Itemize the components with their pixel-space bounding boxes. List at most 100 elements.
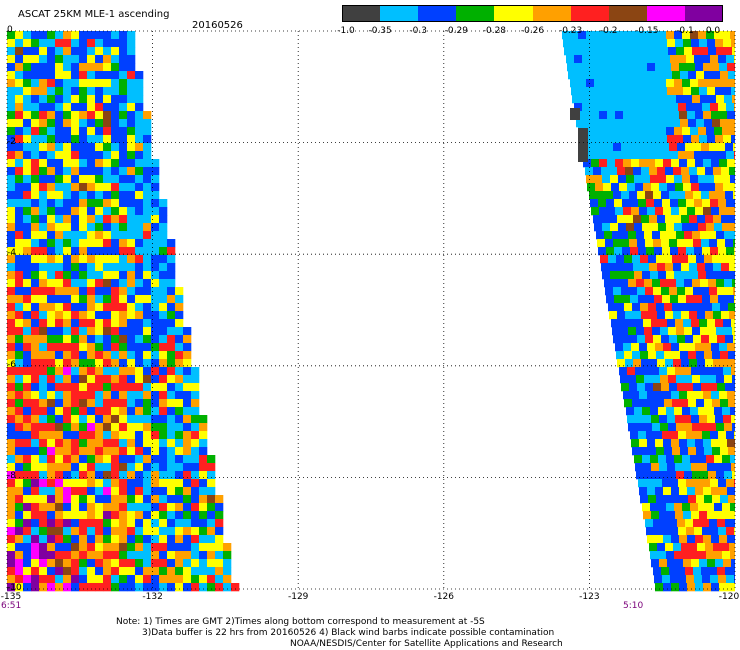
swath-cell <box>671 535 680 544</box>
swath-cell <box>71 239 80 248</box>
swath-cell <box>610 271 619 280</box>
swath-cell <box>151 207 160 216</box>
swath-cell <box>643 319 652 328</box>
swath-cell <box>47 319 56 328</box>
swath-cell <box>728 303 735 312</box>
swath-cell <box>703 63 712 72</box>
swath-cell <box>87 111 96 120</box>
swath-cell <box>653 335 662 344</box>
swath-cell <box>47 399 56 408</box>
swath-cell <box>199 503 208 512</box>
swath-cell <box>689 263 698 272</box>
swath-cell <box>642 271 651 280</box>
swath-cell <box>684 47 693 56</box>
swath-cell <box>167 383 176 392</box>
swath-cell <box>167 455 176 464</box>
swath-cell <box>678 55 687 64</box>
swath-cell <box>151 391 160 400</box>
swath-cell <box>680 399 689 408</box>
swath-cell <box>658 503 667 512</box>
swath-cell <box>175 575 184 584</box>
swath-cell <box>63 511 72 520</box>
swath-cell <box>31 375 40 384</box>
swath-cell <box>55 455 64 464</box>
swath-cell <box>175 551 184 560</box>
swath-cell <box>710 199 719 208</box>
swath-cell <box>7 167 16 176</box>
swath-cell <box>159 311 168 320</box>
swath-cell <box>167 535 176 544</box>
swath-cell <box>688 255 697 264</box>
swath-cell <box>723 135 732 144</box>
swath-cell <box>167 303 176 312</box>
swath-cell <box>731 415 735 424</box>
swath-cell <box>103 431 112 440</box>
swath-cell <box>31 463 40 472</box>
swath-cell <box>587 87 596 96</box>
swath-cell <box>606 199 615 208</box>
swath-cell <box>662 151 671 160</box>
swath-cell <box>562 31 571 40</box>
swath-cell <box>623 63 632 72</box>
swath-cell <box>95 519 104 528</box>
swath-cell <box>705 311 714 320</box>
swath-cell <box>677 383 686 392</box>
swath-cell <box>657 263 666 272</box>
swath-cell <box>183 343 192 352</box>
swath-cell <box>79 327 88 336</box>
swath-cell <box>127 535 136 544</box>
swath-cell <box>167 511 176 520</box>
swath-cell <box>103 191 112 200</box>
swath-cell <box>7 383 16 392</box>
swath-cell <box>79 535 88 544</box>
swath-cell <box>712 303 721 312</box>
swath-cell <box>71 47 80 56</box>
swath-cell <box>87 47 96 56</box>
swath-cell <box>657 167 666 176</box>
swath-cell <box>7 375 16 384</box>
swath-cell <box>47 535 56 544</box>
swath-cell <box>591 207 600 216</box>
swath-cell <box>670 55 679 64</box>
swath-cell <box>709 383 718 392</box>
swath-cell <box>618 31 627 40</box>
swath-cell <box>596 95 605 104</box>
swath-cell <box>175 495 184 504</box>
swath-cell <box>15 55 24 64</box>
swath-cell <box>135 391 144 400</box>
swath-cell <box>711 111 720 120</box>
swath-cell <box>726 527 735 536</box>
swath-cell <box>622 55 631 64</box>
swath-cell <box>575 63 584 72</box>
swath-cell <box>55 111 64 120</box>
swath-cell <box>657 359 666 368</box>
swath-cell <box>603 135 612 144</box>
swath-cell <box>39 423 48 432</box>
swath-cell <box>47 199 56 208</box>
swath-cell <box>15 383 24 392</box>
swath-cell <box>79 447 88 456</box>
swath-cell <box>159 551 168 560</box>
swath-cell <box>127 247 136 256</box>
swath-cell <box>95 303 104 312</box>
swath-cell <box>175 511 184 520</box>
swath-cell <box>608 119 617 128</box>
swath-cell <box>723 559 732 568</box>
swath-cell <box>7 399 16 408</box>
swath-cell <box>111 175 120 184</box>
swath-cell <box>627 183 636 192</box>
swath-cell <box>31 447 40 456</box>
swath-cell <box>714 79 723 88</box>
swath-cell <box>103 511 112 520</box>
swath-cell <box>594 127 603 136</box>
swath-cell <box>730 127 735 136</box>
swath-cell <box>681 215 690 224</box>
swath-cell <box>79 79 88 88</box>
swath-cell <box>47 263 56 272</box>
swath-cell <box>727 439 735 448</box>
swath-cell <box>661 335 670 344</box>
swath-cell <box>167 255 176 264</box>
swath-cell <box>688 71 697 80</box>
swath-cell <box>79 359 88 368</box>
swath-cell <box>79 231 88 240</box>
